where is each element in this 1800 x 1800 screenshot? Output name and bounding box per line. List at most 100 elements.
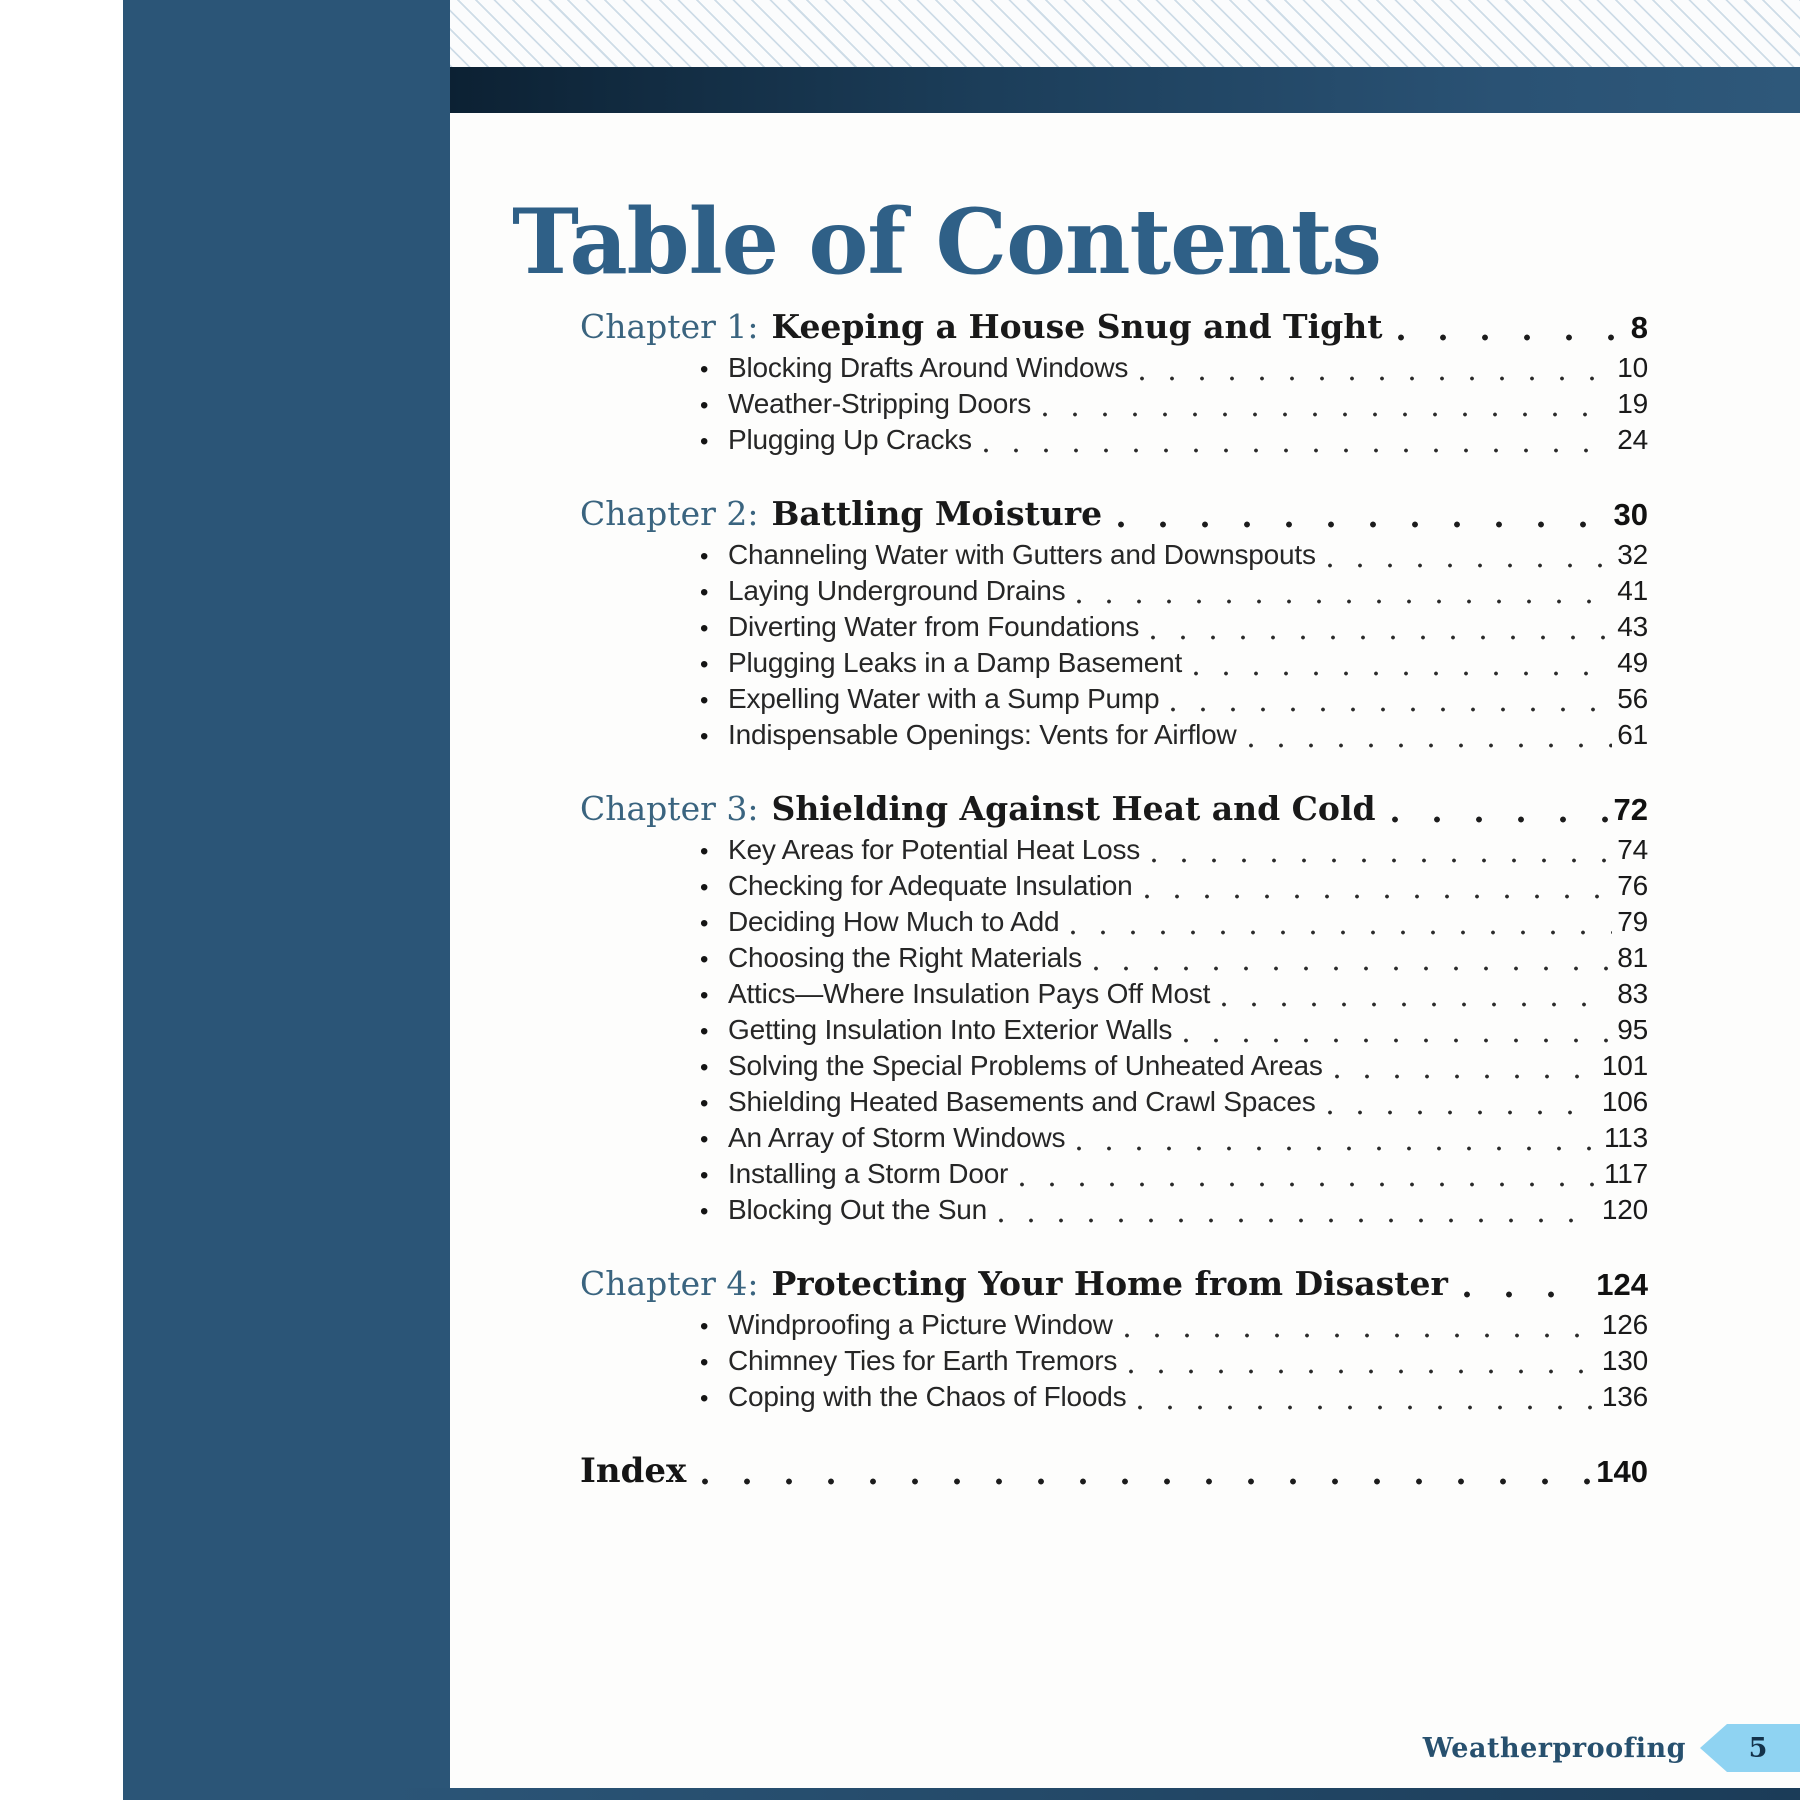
toc-item-row: • Blocking Out the Sun 120 [700,1193,1648,1229]
book-title: Weatherproofing [1422,1732,1686,1764]
dot-leader [1222,1002,1613,1007]
toc-item-label: Plugging Up Cracks [728,424,972,455]
toc-item-label: Chimney Ties for Earth Tremors [728,1345,1118,1376]
chapter-page-number: 124 [1596,1267,1648,1302]
toc-item-label: Coping with the Chaos of Floods [728,1381,1127,1412]
toc-item-row: • Weather-Stripping Doors 19 [700,387,1648,423]
bullet-icon: • [700,651,709,678]
chapter-heading-row: Chapter 1: Keeping a House Snug and Tigh… [580,306,1648,349]
chapter-prefix: Chapter 2: [580,494,759,533]
dot-leader [1398,334,1625,341]
bullet-icon: • [700,1126,709,1153]
chapter-list: Chapter 1: Keeping a House Snug and Tigh… [580,306,1648,1416]
bullet-icon: • [700,687,709,714]
toc-item-label: Checking for Adequate Insulation [728,870,1133,901]
bullet-icon: • [700,1090,709,1117]
chapter-page-number: 72 [1613,792,1648,827]
dot-leader [1248,743,1613,748]
toc-item-page-number: 120 [1601,1194,1648,1225]
toc-item-label: Windproofing a Picture Window [728,1309,1113,1340]
bullet-icon: • [700,982,709,1009]
toc-item-row: • Plugging Up Cracks 24 [700,423,1648,459]
toc-item-row: • Deciding How Much to Add 79 [700,905,1648,941]
bullet-icon: • [700,1162,709,1189]
index-page-number: 140 [1596,1454,1648,1489]
chapter-block: Chapter 2: Battling Moisture 30 • Channe… [580,493,1648,754]
dot-leader [1334,1074,1597,1079]
dot-leader [1144,894,1613,899]
toc-item-row: • Blocking Drafts Around Windows 10 [700,351,1648,387]
bullet-icon: • [700,946,709,973]
toc-item-row: • Chimney Ties for Earth Tremors 130 [700,1344,1648,1380]
bullet-icon: • [700,1198,709,1225]
bullet-icon: • [700,543,709,570]
toc-item-row: • Laying Underground Drains 41 [700,574,1648,610]
bottom-gradient-rule [390,1788,1800,1800]
toc-item-label: Diverting Water from Foundations [728,611,1140,642]
bullet-icon: • [700,428,709,455]
chapter-heading-row: Chapter 3: Shielding Against Heat and Co… [580,788,1648,831]
left-accent-band [123,0,450,1800]
chapter-items: • Channeling Water with Gutters and Down… [580,538,1648,754]
toc-item-label: Solving the Special Problems of Unheated… [728,1050,1323,1081]
toc-item-row: • Installing a Storm Door 117 [700,1157,1648,1193]
toc-item-label: An Array of Storm Windows [728,1122,1066,1153]
bullet-icon: • [700,1385,709,1412]
toc-item-label: Deciding How Much to Add [728,906,1060,937]
dot-leader [702,1478,1591,1485]
hatch-pattern-header [450,0,1800,67]
toc-item-row: • Indispensable Openings: Vents for Airf… [700,718,1648,754]
chapter-prefix: Chapter 1: [580,307,759,346]
chapter-items: • Key Areas for Potential Heat Loss 74 •… [580,833,1648,1229]
toc-item-label: Expelling Water with a Sump Pump [728,683,1160,714]
toc-item-row: • Shielding Heated Basements and Crawl S… [700,1085,1648,1121]
bullet-icon: • [700,392,709,419]
toc-item-label: Indispensable Openings: Vents for Airflo… [728,719,1237,750]
dot-leader [1463,1291,1591,1298]
dot-leader [1118,521,1608,528]
dot-leader [1152,858,1613,863]
toc-item-row: • An Array of Storm Windows 113 [700,1121,1648,1157]
chapter-items: • Blocking Drafts Around Windows 10 • We… [580,351,1648,459]
toc-item-label: Choosing the Right Materials [728,942,1082,973]
chapter-title: Battling Moisture [771,494,1103,533]
dot-leader [999,1218,1597,1223]
dot-leader [1138,1405,1597,1410]
toc-item-page-number: 74 [1617,834,1648,865]
index-row: Index 140 [580,1450,1648,1493]
bullet-icon: • [700,1313,709,1340]
page-footer: Weatherproofing 5 [1423,1724,1800,1772]
chapter-items: • Windproofing a Picture Window 126 • Ch… [580,1308,1648,1416]
toc-item-row: • Key Areas for Potential Heat Loss 74 [700,833,1648,869]
toc-item-label: Installing a Storm Door [728,1158,1009,1189]
folio-page-number: 5 [1748,1732,1768,1764]
toc-item-page-number: 136 [1601,1381,1648,1412]
dot-leader [1391,816,1608,823]
dot-leader [1184,1038,1613,1043]
dot-leader [1151,635,1613,640]
chapter-prefix: Chapter 3: [580,789,759,828]
page-number-tab: 5 [1700,1724,1800,1772]
toc-item-row: • Expelling Water with a Sump Pump 56 [700,682,1648,718]
toc-page: Table of Contents Chapter 1: Keeping a H… [450,0,1800,1800]
toc-item-page-number: 117 [1603,1158,1648,1189]
dot-leader [1077,1146,1599,1151]
chapter-block: Chapter 1: Keeping a House Snug and Tigh… [580,306,1648,459]
toc-item-page-number: 130 [1601,1345,1648,1376]
bullet-icon: • [700,1054,709,1081]
bullet-icon: • [700,615,709,642]
bullet-icon: • [700,874,709,901]
bullet-icon: • [700,1349,709,1376]
bullet-icon: • [700,723,709,750]
dot-leader [1071,930,1613,935]
top-gradient-rule [450,67,1800,113]
bullet-icon: • [700,910,709,937]
dot-leader [1171,707,1613,712]
toc-item-page-number: 83 [1617,978,1648,1009]
chapter-heading-row: Chapter 2: Battling Moisture 30 [580,493,1648,536]
dot-leader [1077,599,1613,604]
toc-item-row: • Channeling Water with Gutters and Down… [700,538,1648,574]
toc-item-label: Plugging Leaks in a Damp Basement [728,647,1183,678]
chapter-prefix: Chapter 4: [580,1264,759,1303]
dot-leader [1124,1333,1597,1338]
